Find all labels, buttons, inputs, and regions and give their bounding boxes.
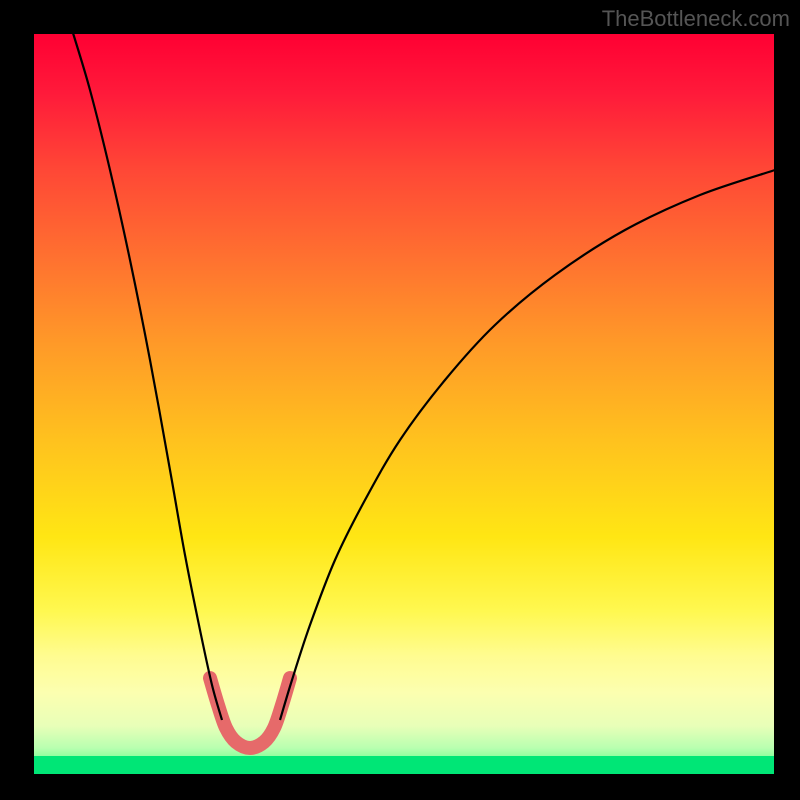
bottleneck-curve-right	[280, 170, 775, 720]
bottleneck-curve-left	[73, 33, 222, 720]
valley-highlight-marker	[210, 678, 290, 748]
watermark-text: TheBottleneck.com	[602, 6, 790, 32]
chart-curve-layer	[0, 0, 800, 800]
